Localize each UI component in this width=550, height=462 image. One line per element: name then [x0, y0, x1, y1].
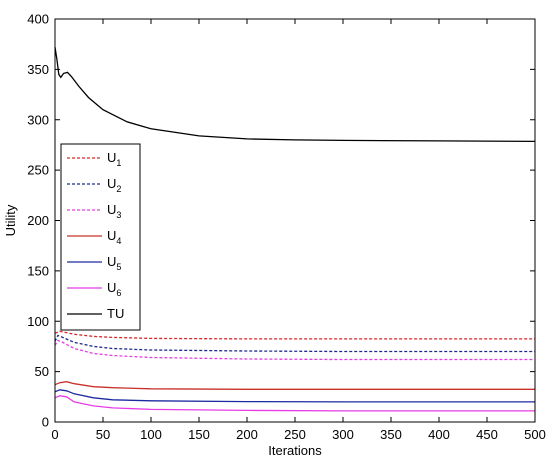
- y-tick-label: 300: [27, 112, 49, 127]
- y-axis-label: Utility: [3, 204, 18, 236]
- y-tick-label: 350: [27, 62, 49, 77]
- y-tick-label: 150: [27, 263, 49, 278]
- x-tick-label: 50: [96, 427, 110, 442]
- series-line-u1: [54, 330, 535, 340]
- x-tick-label: 100: [140, 427, 162, 442]
- y-tick-label: 200: [27, 213, 49, 228]
- legend-label-u6: U6: [107, 280, 121, 298]
- legend-label-tu: TU: [107, 306, 124, 321]
- x-tick-label: 300: [332, 427, 354, 442]
- x-tick-label: 450: [476, 427, 498, 442]
- series-line-u5: [54, 389, 535, 403]
- x-tick-label: 400: [428, 427, 450, 442]
- series-line-u4: [54, 381, 535, 390]
- legend-label-u3: U3: [107, 202, 121, 220]
- x-tick-label: 350: [380, 427, 402, 442]
- axis-ticks: 0 50 100 150 200 250 300 350 400 450 500 0 50 100 150 2…: [27, 12, 546, 443]
- legend-label-u4: U4: [107, 228, 121, 246]
- series-line-tu: [54, 47, 536, 143]
- x-tick-label: 500: [524, 427, 546, 442]
- series-line-u6: [54, 395, 535, 412]
- legend-label-u5: U5: [107, 254, 121, 272]
- plot-area: [54, 47, 536, 412]
- x-tick-label: 250: [284, 427, 306, 442]
- x-tick-label: 0: [51, 427, 58, 442]
- legend-label-u1: U1: [107, 150, 121, 168]
- y-tick-label: 0: [42, 415, 49, 430]
- x-tick-label: 150: [188, 427, 210, 442]
- legend: U1 U2 U3 U4 U5 U6 TU: [60, 143, 141, 331]
- y-tick-label: 100: [27, 314, 49, 329]
- x-axis-label: Iterations: [268, 443, 322, 458]
- y-tick-label: 250: [27, 163, 49, 178]
- series-line-u3: [54, 339, 535, 361]
- legend-label-u2: U2: [107, 176, 121, 194]
- y-tick-label: 400: [27, 12, 49, 27]
- y-tick-label: 50: [35, 364, 49, 379]
- legend-box: [60, 143, 141, 331]
- x-tick-label: 200: [236, 427, 258, 442]
- series-line-u2: [54, 334, 535, 353]
